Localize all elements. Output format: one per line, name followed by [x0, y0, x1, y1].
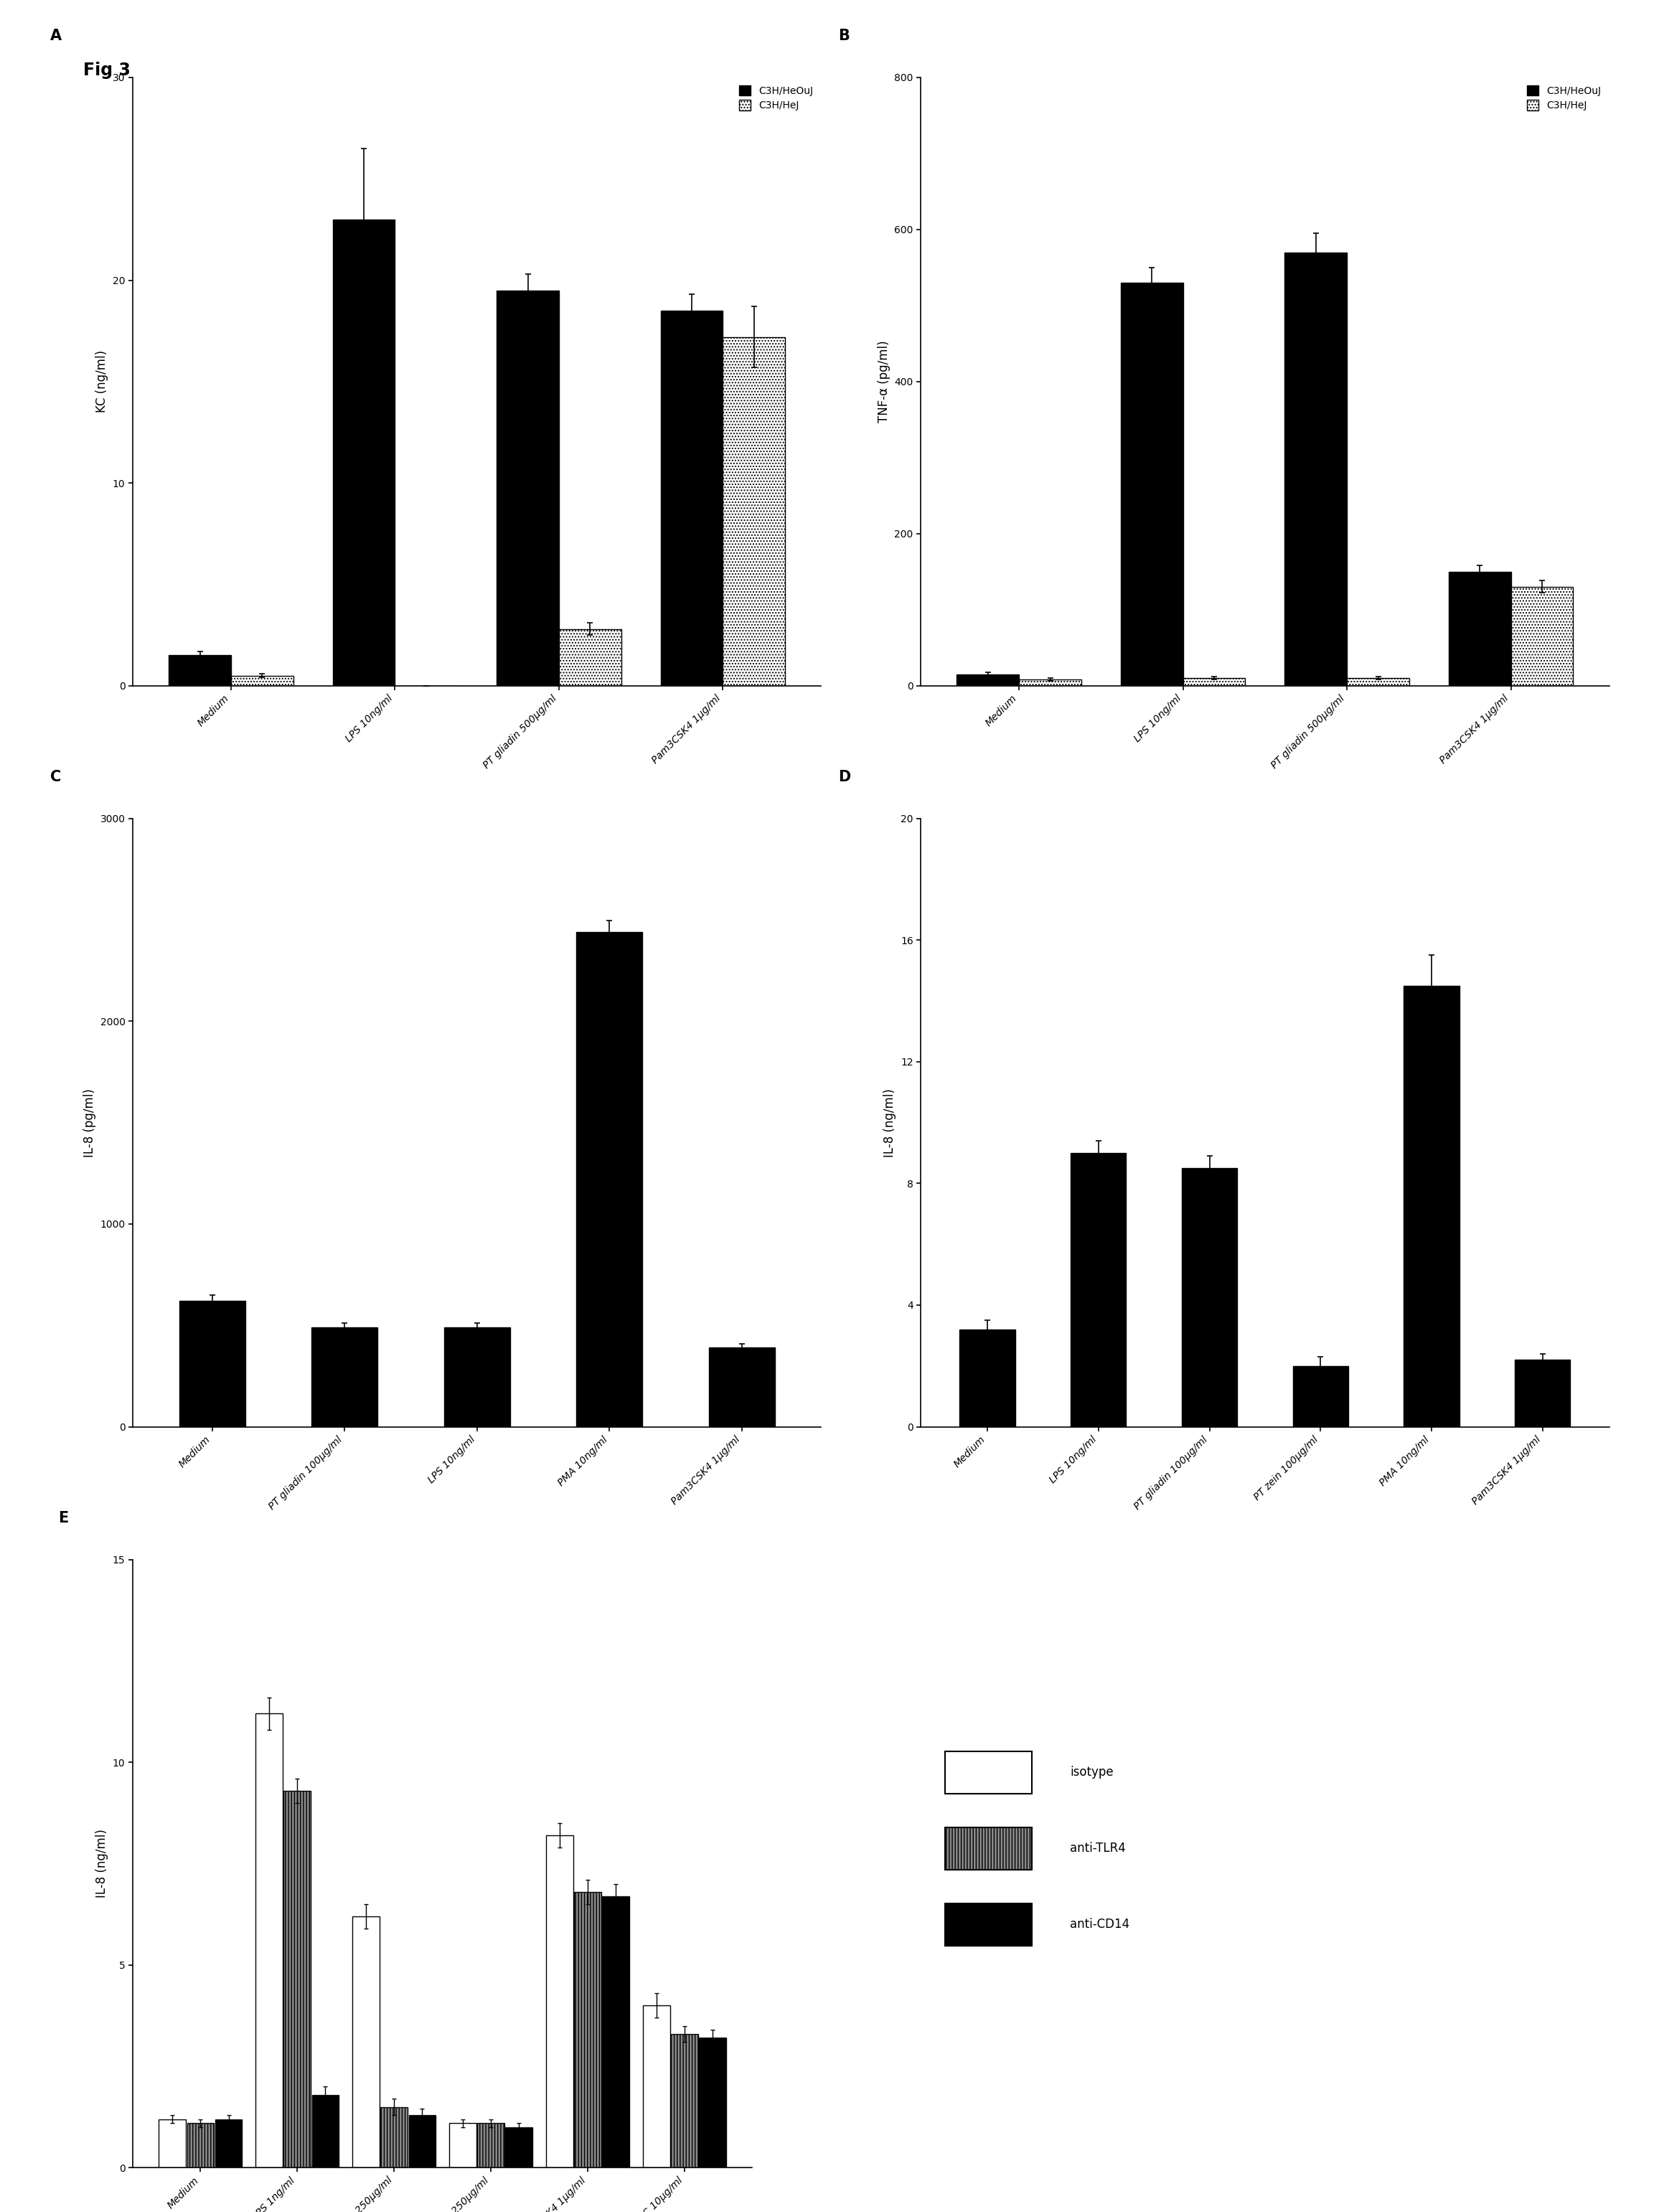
- Bar: [959, 1329, 1015, 1427]
- Bar: [946, 1752, 1032, 1794]
- Legend: C3H/HeOuJ, C3H/HeJ: C3H/HeOuJ, C3H/HeJ: [1525, 82, 1604, 113]
- Bar: [546, 1836, 574, 2168]
- Bar: [602, 1896, 629, 2168]
- Bar: [1121, 283, 1183, 686]
- Bar: [1019, 679, 1082, 686]
- Bar: [946, 1902, 1032, 1947]
- Text: Fig 3: Fig 3: [83, 62, 129, 80]
- Bar: [1404, 987, 1460, 1427]
- Bar: [187, 2124, 214, 2168]
- Bar: [644, 2006, 670, 2168]
- Bar: [450, 2124, 476, 2168]
- Bar: [179, 1301, 246, 1427]
- Bar: [1511, 586, 1573, 686]
- Bar: [670, 2035, 698, 2168]
- Bar: [1347, 679, 1408, 686]
- Y-axis label: TNF-α (pg/ml): TNF-α (pg/ml): [878, 341, 891, 422]
- Y-axis label: IL-8 (pg/ml): IL-8 (pg/ml): [83, 1088, 96, 1157]
- Bar: [708, 1347, 775, 1427]
- Legend: C3H/HeOuJ, C3H/HeJ: C3H/HeOuJ, C3H/HeJ: [737, 82, 816, 113]
- Bar: [1284, 252, 1347, 686]
- Bar: [1181, 1168, 1238, 1427]
- Bar: [312, 2095, 338, 2168]
- Bar: [698, 2037, 727, 2168]
- Bar: [576, 931, 642, 1427]
- Bar: [380, 2106, 408, 2168]
- Bar: [1183, 679, 1246, 686]
- Bar: [159, 2119, 186, 2168]
- Bar: [216, 2119, 242, 2168]
- Bar: [1515, 1360, 1571, 1427]
- Y-axis label: KC (ng/ml): KC (ng/ml): [96, 349, 108, 414]
- Bar: [408, 2115, 436, 2168]
- Bar: [496, 290, 559, 686]
- Text: anti-CD14: anti-CD14: [1070, 1918, 1130, 1931]
- Text: anti-TLR4: anti-TLR4: [1070, 1843, 1126, 1856]
- Text: B: B: [838, 29, 849, 42]
- Text: C: C: [50, 770, 61, 783]
- Bar: [723, 336, 785, 686]
- Y-axis label: IL-8 (ng/ml): IL-8 (ng/ml): [884, 1088, 896, 1157]
- Bar: [169, 655, 231, 686]
- Bar: [574, 1891, 601, 2168]
- Bar: [1292, 1367, 1349, 1427]
- Bar: [957, 675, 1019, 686]
- Y-axis label: IL-8 (ng/ml): IL-8 (ng/ml): [96, 1829, 108, 1898]
- Bar: [1448, 571, 1511, 686]
- Bar: [352, 1916, 380, 2168]
- Text: isotype: isotype: [1070, 1765, 1113, 1778]
- Bar: [1070, 1152, 1126, 1427]
- Text: A: A: [50, 29, 61, 42]
- Bar: [660, 310, 723, 686]
- Bar: [255, 1714, 282, 2168]
- Bar: [559, 628, 620, 686]
- Bar: [333, 219, 395, 686]
- Bar: [284, 1792, 310, 2168]
- Bar: [312, 1327, 378, 1427]
- Bar: [478, 2124, 504, 2168]
- Bar: [445, 1327, 509, 1427]
- Text: E: E: [58, 1511, 68, 1524]
- Text: D: D: [838, 770, 851, 783]
- Bar: [946, 1827, 1032, 1869]
- Bar: [231, 675, 294, 686]
- Bar: [506, 2128, 533, 2168]
